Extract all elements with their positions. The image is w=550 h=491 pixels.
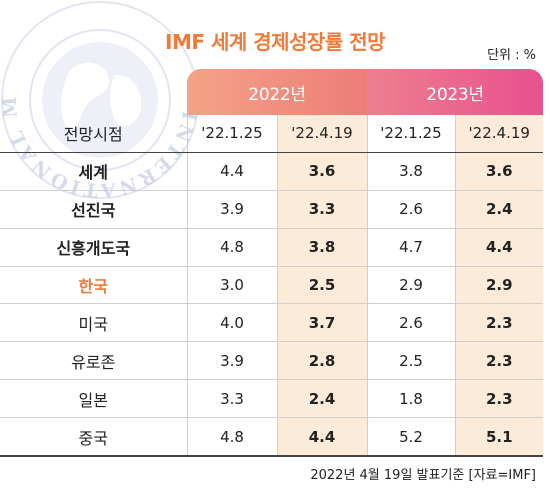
forecast-value: 3.0 [186,266,277,305]
region-label: 선진국 [0,190,187,229]
forecast-value: 2.9 [454,266,543,305]
forecast-value: 5.2 [366,417,455,458]
table-row: 신흥개도국 4.8 3.8 4.7 4.4 [0,228,543,267]
forecast-value: 3.8 [366,152,455,191]
table-row: 미국 4.0 3.7 2.6 2.3 [0,303,543,343]
region-label: 유로존 [0,341,187,381]
group-header-2022: 2022년 [187,69,367,115]
table-row: 한국 3.0 2.5 2.9 2.9 [0,266,543,305]
forecast-value: 3.3 [186,379,277,419]
table-row: 일본 3.3 2.4 1.8 2.3 [0,379,543,419]
forecast-value: 3.8 [276,228,367,267]
forecast-value: 3.9 [186,190,277,229]
forecast-value: 4.8 [186,417,277,458]
forecast-value: 2.3 [454,379,543,419]
forecast-value: 2.6 [366,190,455,229]
row-header-label: 전망시점 [0,115,187,153]
forecast-value: 1.8 [366,379,455,419]
column-header-date: '22.4.19 [454,115,543,153]
forecast-value: 3.3 [276,190,367,229]
region-label: 신흥개도국 [0,228,187,267]
column-header-date: '22.1.25 [186,115,277,153]
forecast-value: 5.1 [454,417,543,458]
forecast-value: 2.9 [366,266,455,305]
forecast-value: 4.8 [186,228,277,267]
forecast-value: 2.3 [454,341,543,381]
group-header-2023: 2023년 [367,69,543,115]
table-row: 유로존 3.9 2.8 2.5 2.3 [0,341,543,381]
forecast-value: 3.9 [186,341,277,381]
region-label: 한국 [0,266,187,305]
forecast-value: 4.4 [186,152,277,191]
forecast-value: 2.5 [366,341,455,381]
table-row: 중국 4.8 4.4 5.2 5.1 [0,417,543,458]
forecast-value: 4.4 [276,417,367,458]
forecast-value: 4.7 [366,228,455,267]
forecast-value: 2.8 [276,341,367,381]
forecast-value: 2.4 [454,190,543,229]
table-header-row: 전망시점 '22.1.25'22.4.19'22.1.25'22.4.19 [0,115,543,153]
region-label: 중국 [0,417,187,458]
forecast-value: 3.6 [276,152,367,191]
forecast-value: 2.6 [366,303,455,343]
chart-title: IMF 세계 경제성장률 전망 [165,30,386,54]
forecast-value: 4.0 [186,303,277,343]
column-header-date: '22.4.19 [276,115,367,153]
forecast-value: 2.4 [276,379,367,419]
growth-forecast-table: 전망시점 '22.1.25'22.4.19'22.1.25'22.4.19 세계 4.… [0,115,543,458]
forecast-value: 2.5 [276,266,367,305]
region-label: 미국 [0,303,187,343]
table-row: 선진국 3.9 3.3 2.6 2.4 [0,190,543,229]
column-header-date: '22.1.25 [366,115,455,153]
region-label: 세계 [0,152,187,191]
region-label: 일본 [0,379,187,419]
source-footnote: 2022년 4월 19일 발표기준 [자료=IMF] [310,468,536,483]
forecast-value: 2.3 [454,303,543,343]
forecast-value: 3.7 [276,303,367,343]
forecast-value: 4.4 [454,228,543,267]
forecast-value: 3.6 [454,152,543,191]
unit-label: 단위 : % [487,48,536,63]
table-row: 세계 4.4 3.6 3.8 3.6 [0,152,543,191]
